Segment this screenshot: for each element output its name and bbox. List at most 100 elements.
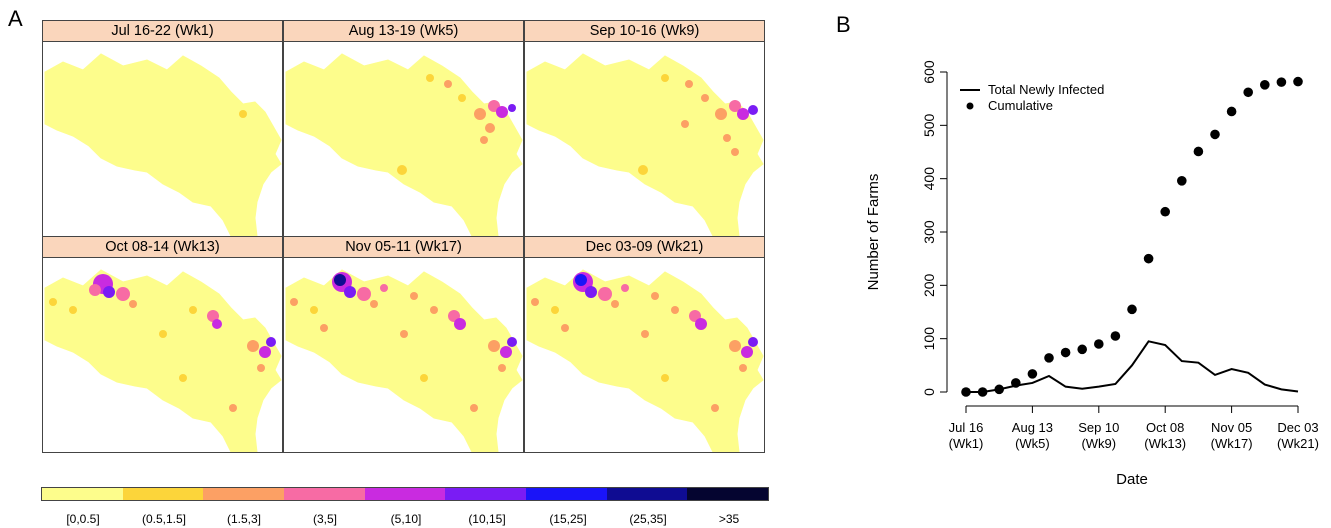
map-region-patch (49, 298, 57, 306)
map-region-patch (611, 300, 619, 308)
cumulative-point (1011, 378, 1021, 388)
y-tick-label: 300 (921, 220, 937, 244)
map-region-patch (695, 318, 707, 330)
map-region-patch (715, 108, 727, 120)
map-land-outline (285, 269, 523, 452)
map-region-patch (748, 105, 758, 115)
legend-swatch (606, 488, 688, 500)
map-region-patch (344, 286, 356, 298)
map-title: Dec 03-09 (Wk21) (525, 237, 764, 258)
map-title: Oct 08-14 (Wk13) (43, 237, 282, 258)
map-title: Nov 05-11 (Wk17) (284, 237, 523, 258)
cumulative-point (1193, 146, 1204, 157)
map-region-patch (681, 120, 689, 128)
legend-label: [0,0.5] (66, 512, 100, 526)
map-panel-wk1: Jul 16-22 (Wk1) (42, 20, 283, 237)
map-region-patch (621, 284, 629, 292)
legend-swatch (687, 488, 769, 500)
map-region-patch (410, 292, 418, 300)
map-region-patch (671, 306, 679, 314)
x-tick-label-week: (Wk5) (1015, 436, 1050, 451)
map-region-patch (430, 306, 438, 314)
color-legend-bar (41, 487, 769, 501)
map-region-patch (731, 148, 739, 156)
legend-swatch (42, 488, 123, 500)
map-region-patch (290, 298, 298, 306)
map-region-patch (334, 274, 346, 286)
map-region-patch (748, 337, 758, 347)
map-panel-wk21: Dec 03-09 (Wk21) (524, 236, 765, 453)
cumulative-point (1094, 339, 1104, 349)
map-belgium (284, 258, 523, 452)
map-region-patch (458, 94, 466, 102)
map-region-patch (357, 287, 371, 301)
legend-label: (25,35] (629, 512, 667, 526)
map-land-outline (44, 269, 282, 452)
map-region-patch (480, 136, 488, 144)
panel-a-letter: A (8, 6, 23, 31)
y-tick-label: 200 (921, 273, 937, 297)
legend-label: >35 (718, 512, 740, 526)
cumulative-point (1060, 347, 1071, 358)
legend-swatch (526, 488, 607, 500)
legend-label: (1.5,3] (226, 512, 262, 526)
map-region-patch (641, 330, 649, 338)
cumulative-point (1226, 106, 1237, 117)
map-region-patch (189, 306, 197, 314)
map-region-patch (159, 330, 167, 338)
cumulative-point (994, 384, 1004, 395)
map-region-patch (320, 324, 328, 332)
x-tick-label-week: (Wk1) (949, 436, 984, 451)
legend-swatch (364, 488, 446, 500)
map-region-patch (661, 374, 669, 382)
map-region-patch (370, 300, 378, 308)
map-region-patch (561, 324, 569, 332)
legend-label-newly-infected: Total Newly Infected (988, 82, 1104, 97)
cumulative-point (1260, 80, 1270, 90)
cumulative-point (1177, 176, 1187, 186)
y-axis-title: Number of Farms (865, 174, 882, 291)
map-region-patch (89, 284, 101, 296)
x-axis-title: Date (1116, 471, 1148, 488)
map-land-outline (44, 53, 282, 236)
map-region-patch (485, 123, 495, 133)
map-region-patch (474, 108, 486, 120)
map-region-patch (711, 404, 719, 412)
x-tick-label-week: (Wk9) (1081, 436, 1116, 451)
map-region-patch (259, 346, 271, 358)
map-region-patch (638, 165, 648, 175)
series-line-newly-infected (966, 340, 1299, 393)
map-region-patch (500, 346, 512, 358)
legend-label: (3,5] (312, 512, 337, 526)
map-region-patch (212, 319, 222, 329)
map-region-patch (310, 306, 318, 314)
map-belgium (43, 258, 282, 452)
map-region-patch (531, 298, 539, 306)
y-tick-label: 400 (921, 167, 937, 191)
x-tick-label-week: (Wk21) (1277, 436, 1319, 451)
map-region-patch (380, 284, 388, 292)
x-tick-label-date: Nov 05 (1211, 420, 1252, 435)
map-region-patch (266, 337, 276, 347)
map-region-patch (257, 364, 265, 372)
farms-line-chart: 0 100 200 300 400 500 600 Number of Farms Jul 16… (865, 60, 1319, 488)
map-region-patch (729, 340, 741, 352)
map-region-patch (661, 74, 669, 82)
cumulative-point (1160, 206, 1170, 217)
legend-label: (5,10] (390, 512, 422, 526)
legend-swatch (445, 488, 527, 500)
x-tick-label-week: (Wk17) (1211, 436, 1253, 451)
legend-swatch (284, 488, 365, 500)
map-svg (44, 269, 282, 452)
y-tick-label: 500 (921, 113, 937, 137)
cumulative-point (1044, 353, 1054, 363)
map-region-patch (498, 364, 506, 372)
map-region-patch (737, 108, 749, 120)
map-panel-wk5: Aug 13-19 (Wk5) (283, 20, 524, 237)
legend-point-swatch (966, 102, 974, 110)
map-region-patch (575, 274, 587, 286)
cumulative-point (961, 387, 971, 397)
legend-label-cumulative: Cumulative (988, 98, 1053, 113)
cumulative-point (1143, 253, 1154, 264)
map-region-patch (585, 286, 597, 298)
